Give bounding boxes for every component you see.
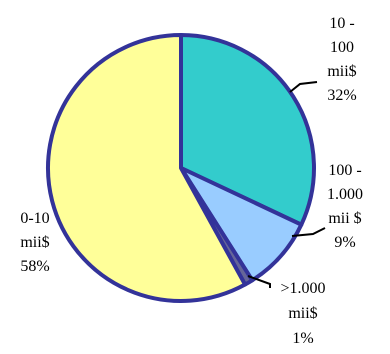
pie-slice-10-100-mii [179, 33, 316, 227]
slice-label-line: 9% [334, 234, 355, 251]
slice-label-line: mii$ [288, 305, 317, 322]
leader-line-10-100-mii [289, 81, 318, 93]
slice-label-line: mii $ [328, 210, 361, 227]
slice-label-10-100-mii: 10 - 100 mii$ 32% [327, 15, 356, 104]
leader-line-1-000-mii [247, 275, 271, 288]
slice-label-line: 32% [327, 87, 356, 104]
leader-line-100-1-000-mii [291, 227, 326, 237]
slice-label-line: 100 [330, 39, 354, 56]
slice-label-line: >1.000 [280, 280, 325, 297]
slice-label-line: 58% [20, 258, 49, 275]
slice-label-0-10-mii: 0-10 mii$ 58% [20, 210, 49, 275]
slice-label-line: 10 - [329, 15, 354, 32]
labels-layer: 10 - 100 mii$ 32% 100 - 1.000 mii $ 9% >1.000 mii… [20, 15, 363, 347]
slice-label-1-000-mii: >1.000 mii$ 1% [280, 280, 325, 347]
pie-slice-0-10-mii [46, 33, 248, 303]
slice-label-line: mii$ [327, 63, 356, 80]
slice-label-line: 100 - [328, 162, 361, 179]
slice-label-line: 1% [292, 330, 313, 347]
slice-label-100-1-000-mii: 100 - 1.000 mii $ 9% [327, 162, 363, 251]
slice-label-line: 0-10 [20, 210, 49, 227]
slice-label-line: mii$ [20, 234, 49, 251]
slice-label-line: 1.000 [327, 186, 363, 203]
slices-layer [46, 33, 316, 303]
leader-lines-layer [247, 81, 326, 288]
